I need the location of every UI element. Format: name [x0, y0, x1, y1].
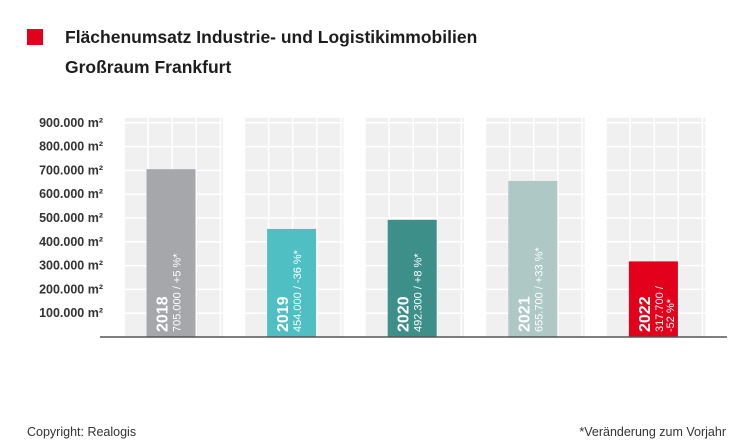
- bar-year-label: 2021: [516, 296, 533, 332]
- chart-header: Flächenumsatz Industrie- und Logistikimm…: [27, 26, 727, 86]
- bar-2019: [267, 228, 317, 337]
- bar-label-group: 2018 705.000 / +5 %*: [155, 253, 184, 332]
- copyright-text: Copyright: Realogis: [27, 425, 137, 439]
- bar-label-group: 2019 454.000 / -36 %*: [275, 249, 304, 332]
- y-tick-label: 100.000 m²: [39, 306, 103, 320]
- y-tick-label: 800.000 m²: [39, 140, 103, 154]
- y-tick-label: 200.000 m²: [39, 282, 103, 296]
- chart-title-line-1: Flächenumsatz Industrie- und Logistikimm…: [65, 27, 478, 47]
- y-tick-label: 900.000 m²: [39, 116, 103, 130]
- bar-2021: [508, 180, 558, 337]
- y-tick-label: 300.000 m²: [39, 259, 103, 273]
- bar-value-label: 317.700 /: [654, 285, 666, 332]
- bar-value-label: 492.300 / +8 %*: [413, 253, 425, 332]
- bar-2018: [146, 169, 196, 337]
- title-marker-square: [27, 29, 43, 45]
- chart-title-line-2: Großraum Frankfurt: [65, 57, 232, 77]
- bar-2020: [387, 219, 437, 337]
- bar-value-label: -52 %*: [665, 298, 677, 332]
- bar-2022: [628, 261, 678, 337]
- bar-label-group: 2021 655.700 / +33 %*: [516, 247, 545, 332]
- y-tick-label: 500.000 m²: [39, 211, 103, 225]
- bar-year-label: 2020: [396, 296, 413, 332]
- bar-label-group: 2022 317.700 /-52 %*: [637, 285, 677, 332]
- bar-year-label: 2019: [275, 296, 292, 332]
- bar-year-label: 2022: [637, 296, 654, 332]
- bar-value-label: 705.000 / +5 %*: [172, 253, 184, 332]
- y-tick-label: 600.000 m²: [39, 187, 103, 201]
- footnote-text: *Veränderung zum Vorjahr: [579, 425, 726, 439]
- bar-value-label: 454.000 / -36 %*: [292, 249, 304, 332]
- bar-label-group: 2020 492.300 / +8 %*: [396, 253, 425, 332]
- bar-year-label: 2018: [155, 296, 172, 332]
- y-tick-label: 700.000 m²: [39, 163, 103, 177]
- y-tick-label: 400.000 m²: [39, 235, 103, 249]
- bar-value-label: 655.700 / +33 %*: [533, 247, 545, 332]
